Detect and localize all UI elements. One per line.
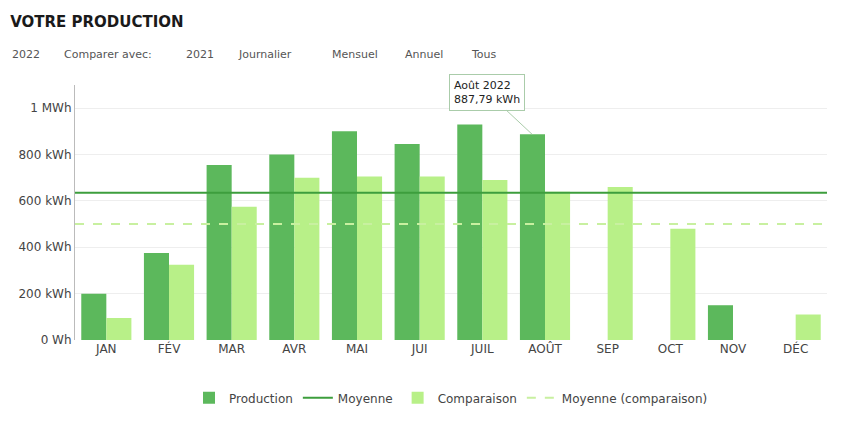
svg-text:600 kWh: 600 kWh	[18, 194, 71, 208]
svg-text:Août 2022887,79 kWh: Août 2022887,79 kWh	[454, 79, 520, 106]
svg-text:FÉV: FÉV	[158, 341, 181, 356]
svg-text:800 kWh: 800 kWh	[18, 148, 71, 162]
svg-text:Mensuel: Mensuel	[332, 48, 378, 61]
svg-text:Journalier: Journalier	[238, 48, 292, 61]
svg-text:1 MWh: 1 MWh	[30, 101, 71, 115]
svg-text:MAR: MAR	[218, 342, 245, 356]
svg-text:JUIL: JUIL	[470, 342, 494, 356]
svg-text:DÉC: DÉC	[783, 341, 808, 356]
svg-text:200 kWh: 200 kWh	[18, 287, 71, 301]
svg-text:MAI: MAI	[346, 342, 368, 356]
svg-text:Production: Production	[229, 392, 293, 406]
svg-text:0 Wh: 0 Wh	[41, 333, 72, 347]
svg-text:OCT: OCT	[658, 342, 684, 356]
svg-text:AVR: AVR	[282, 342, 306, 356]
svg-text:2022: 2022	[12, 48, 40, 61]
svg-text:AOÛT: AOÛT	[528, 341, 562, 356]
svg-text:Comparaison: Comparaison	[438, 392, 517, 406]
svg-text:Annuel: Annuel	[405, 48, 443, 61]
svg-text:SEP: SEP	[596, 342, 618, 356]
svg-text:JUI: JUI	[411, 342, 428, 356]
svg-text:NOV: NOV	[720, 342, 747, 356]
svg-text:Moyenne: Moyenne	[338, 392, 393, 406]
svg-text:VOTRE PRODUCTION: VOTRE PRODUCTION	[10, 13, 183, 31]
svg-text:Moyenne (comparaison): Moyenne (comparaison)	[562, 392, 707, 406]
svg-text:JAN: JAN	[95, 342, 117, 356]
svg-text:2021: 2021	[186, 48, 214, 61]
svg-text:400 kWh: 400 kWh	[18, 240, 71, 254]
svg-text:Comparer avec:: Comparer avec:	[64, 48, 152, 61]
svg-text:Tous: Tous	[471, 48, 497, 61]
